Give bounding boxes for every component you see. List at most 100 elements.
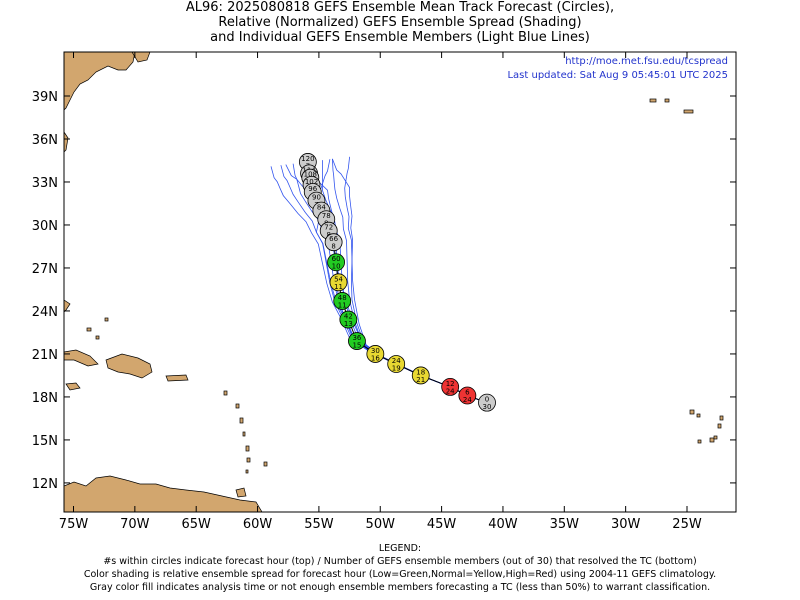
puerto-rico bbox=[165, 374, 189, 382]
legend-line-3: Gray color fill indicates analysis time … bbox=[89, 582, 711, 593]
track-point-hour: 24 bbox=[392, 357, 401, 365]
track-point-hour: 60 bbox=[332, 255, 341, 263]
track-point-circle bbox=[458, 386, 477, 405]
lat-label: 12N bbox=[32, 477, 58, 492]
track-point-hour: 78 bbox=[322, 212, 331, 220]
florida-bahamas bbox=[64, 299, 71, 313]
map-frame bbox=[63, 51, 737, 513]
track-point-circle bbox=[348, 332, 366, 350]
latitude-labels: 39N 36N 33N 30N 27N 24N 21N 18N 15N 12N bbox=[32, 90, 58, 492]
ensemble-mean-track-circles: 1207114710871027967907848788728668601054… bbox=[298, 153, 496, 412]
azores bbox=[649, 98, 694, 114]
lon-label: 70W bbox=[120, 517, 150, 532]
cape-verde bbox=[689, 409, 724, 444]
track-point-circle bbox=[327, 253, 345, 272]
track-point-hour: 108 bbox=[304, 171, 317, 179]
track-point-members: 24 bbox=[463, 396, 472, 404]
track-point-hour: 120 bbox=[301, 155, 314, 163]
track-point-hour: 0 bbox=[485, 396, 489, 404]
track-point-circle bbox=[329, 273, 348, 292]
lon-label: 35W bbox=[550, 517, 580, 532]
track-point-circle bbox=[411, 366, 430, 385]
track-point-members: 19 bbox=[392, 364, 401, 372]
track-point-circle bbox=[366, 345, 385, 363]
lat-label: 33N bbox=[32, 176, 58, 191]
south-america bbox=[64, 475, 263, 512]
track-point-hour: 90 bbox=[312, 194, 321, 202]
legend-line-1: #s within circles indicate forecast hour… bbox=[103, 556, 697, 567]
track-point-hour: 30 bbox=[371, 347, 380, 355]
track-point-circle bbox=[333, 292, 352, 310]
track-map: 1207114710871027967907848788728668601054… bbox=[32, 51, 737, 532]
axis-ticks bbox=[64, 52, 736, 512]
track-point-hour: 102 bbox=[305, 178, 318, 186]
lon-label: 75W bbox=[59, 517, 89, 532]
lat-label: 30N bbox=[32, 219, 58, 234]
track-point-members: 16 bbox=[371, 354, 380, 362]
track-point-circle bbox=[339, 310, 358, 329]
track-point-hour: 36 bbox=[352, 334, 361, 342]
lat-label: 39N bbox=[32, 90, 58, 105]
source-url[interactable]: http://moe.met.fsu.edu/tcspread bbox=[565, 56, 728, 67]
last-updated: Last updated: Sat Aug 9 05:45:01 UTC 202… bbox=[507, 70, 728, 81]
track-point-members: 11 bbox=[334, 283, 343, 291]
track-point-circle bbox=[478, 393, 496, 412]
track-point-hour: 42 bbox=[344, 313, 353, 321]
track-point-hour: 54 bbox=[334, 275, 343, 283]
track-point-circle bbox=[387, 355, 406, 373]
lon-label: 30W bbox=[611, 517, 641, 532]
lat-label: 18N bbox=[32, 391, 58, 406]
track-point-hour: 48 bbox=[338, 294, 347, 302]
track-point-members: 10 bbox=[332, 263, 341, 271]
track-point-members: 8 bbox=[331, 243, 335, 251]
track-point-members: 21 bbox=[416, 376, 425, 384]
title-line-2: Relative (Normalized) GEFS Ensemble Spre… bbox=[218, 15, 582, 30]
track-point-circle bbox=[324, 233, 343, 252]
longitude-labels: 75W 70W 65W 60W 55W 50W 45W 40W 35W 30W 25W bbox=[59, 517, 702, 532]
track-point-members: 24 bbox=[446, 387, 455, 395]
lat-label: 21N bbox=[32, 348, 58, 363]
lon-label: 25W bbox=[672, 517, 702, 532]
track-point-hour: 66 bbox=[329, 235, 338, 243]
track-point-hour: 12 bbox=[446, 380, 455, 388]
title-line-1: AL96: 2025080818 GEFS Ensemble Mean Trac… bbox=[185, 0, 615, 15]
track-point: 668 bbox=[324, 233, 343, 252]
lat-label: 27N bbox=[32, 262, 58, 277]
lon-label: 45W bbox=[427, 517, 457, 532]
legend-line-2: Color shading is relative ensemble sprea… bbox=[83, 569, 717, 580]
lat-label: 24N bbox=[32, 305, 58, 320]
track-point-hour: 84 bbox=[317, 204, 326, 212]
hispaniola bbox=[105, 353, 153, 379]
cuba bbox=[64, 349, 99, 367]
land-masses bbox=[64, 52, 724, 512]
track-point-members: 13 bbox=[344, 320, 353, 328]
track-point-circle bbox=[441, 377, 460, 396]
track-point-members: 15 bbox=[352, 342, 361, 350]
lat-label: 15N bbox=[32, 434, 58, 449]
track-point-hour: 96 bbox=[308, 185, 317, 193]
lon-label: 40W bbox=[488, 517, 518, 532]
track-point: 030 bbox=[478, 393, 496, 412]
trinidad bbox=[235, 487, 247, 498]
lon-label: 60W bbox=[243, 517, 273, 532]
lon-label: 50W bbox=[366, 517, 396, 532]
cape-hatteras bbox=[64, 131, 69, 153]
north-america-coast bbox=[64, 52, 136, 111]
track-point: 624 bbox=[458, 386, 477, 405]
track-point-members: 30 bbox=[483, 403, 492, 411]
nova-scotia bbox=[131, 52, 151, 63]
lesser-antilles bbox=[223, 390, 268, 474]
track-point-hour: 18 bbox=[416, 368, 425, 376]
title-line-3: and Individual GEFS Ensemble Members (Li… bbox=[210, 30, 590, 45]
lat-label: 36N bbox=[32, 133, 58, 148]
track-point-hour: 72 bbox=[324, 224, 333, 232]
track-point-members: 11 bbox=[338, 301, 347, 309]
jamaica bbox=[65, 382, 81, 391]
